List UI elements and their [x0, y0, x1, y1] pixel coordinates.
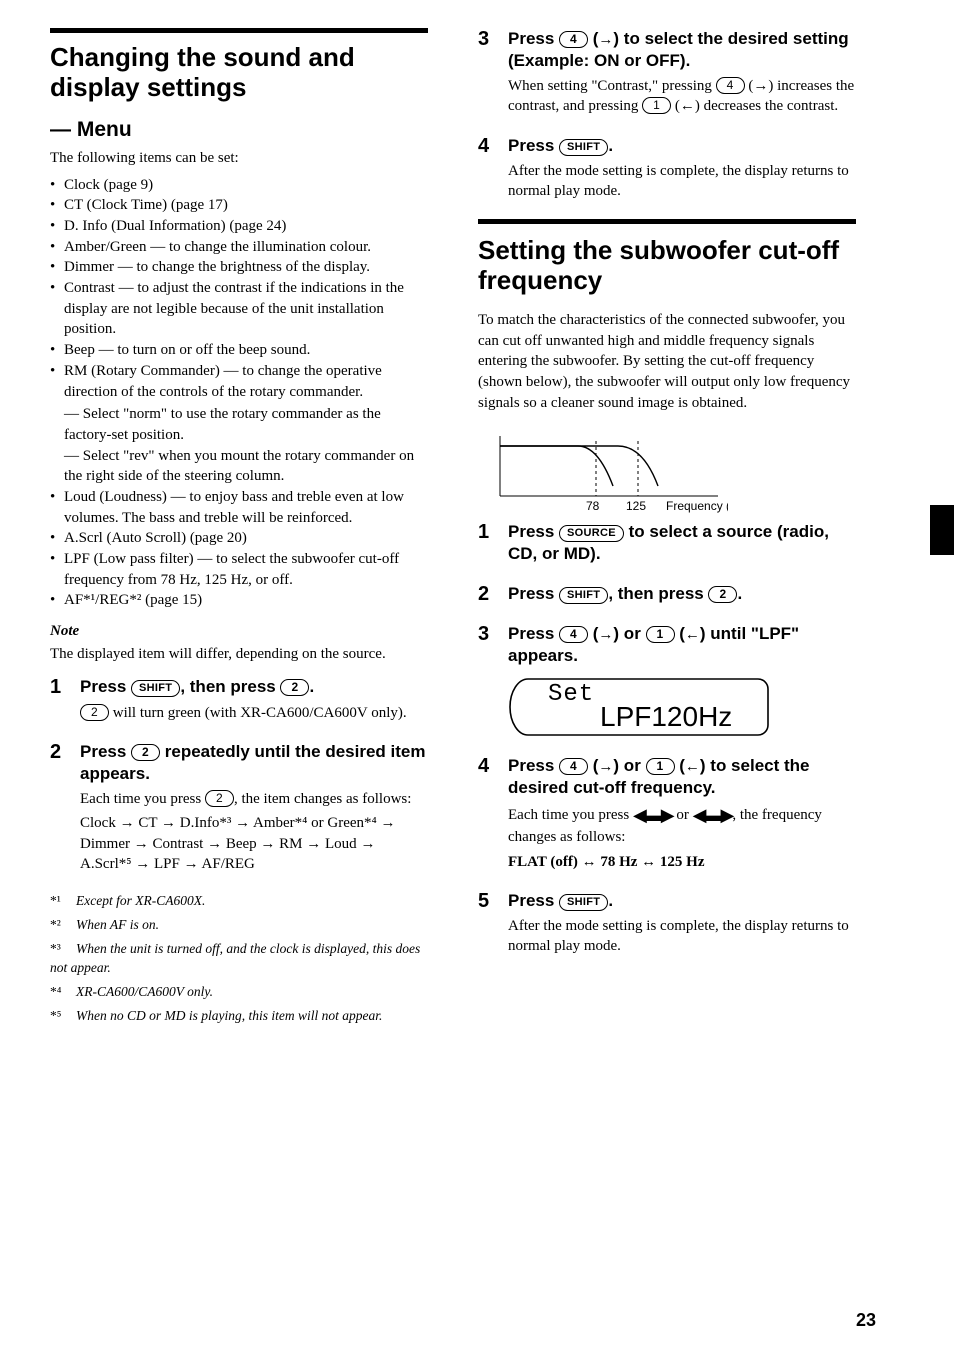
list-item: D. Info (Dual Information) (page 24) — [50, 216, 428, 237]
lpf-step-5: 5 Press SHIFT. After the mode setting is… — [478, 890, 856, 957]
heading-lpf: Setting the subwoofer cut-off frequency — [478, 236, 856, 296]
num-2-button-icon: 2 — [708, 586, 737, 603]
page-number: 23 — [856, 1310, 876, 1331]
list-item: A.Scrl (Auto Scroll) (page 20) — [50, 528, 428, 549]
lcd-display: Set LPF120Hz — [508, 677, 778, 737]
num-1-button-icon: 1 — [646, 758, 675, 775]
footnotes: *¹Except for XR-CA600X. *²When AF is on.… — [50, 892, 428, 1025]
step-sub: When setting "Contrast," pressing 4 (→) … — [508, 76, 856, 117]
step-number: 1 — [478, 521, 489, 544]
num-2-button-icon: 2 — [280, 679, 309, 696]
intro-lpf: To match the characteristics of the conn… — [478, 310, 856, 413]
list-item: Contrast — to adjust the contrast if the… — [50, 278, 428, 340]
note-text: The displayed item will differ, dependin… — [50, 644, 428, 665]
step-number: 2 — [50, 741, 61, 764]
step-sub: 2 will turn green (with XR-CA600/CA600V … — [80, 703, 428, 723]
list-item: Dimmer — to change the brightness of the… — [50, 257, 428, 278]
step-sub: After the mode setting is complete, the … — [508, 161, 856, 202]
step-sub: Each time you press 2, the item changes … — [80, 789, 428, 809]
left-column: Changing the sound and display settings … — [50, 28, 428, 1031]
step-1: 1 Press SHIFT, then press 2. 2 will turn… — [50, 676, 428, 722]
step-main: Press SHIFT. — [508, 890, 856, 912]
num-1-button-icon: 1 — [646, 626, 675, 643]
source-button-icon: SOURCE — [559, 525, 624, 542]
step-sub: Each time you press ◀▬▶ or ◀▬▶, the freq… — [508, 803, 856, 848]
lcd-set-label: Set — [548, 681, 594, 708]
shift-button-icon: SHIFT — [559, 587, 608, 604]
step-main: Press 2 repeatedly until the desired ite… — [80, 741, 428, 785]
heading-main: Changing the sound and display settings — [50, 43, 428, 103]
lpf-step-2: 2 Press SHIFT, then press 2. — [478, 583, 856, 605]
svg-text:Frequency (Hz): Frequency (Hz) — [666, 499, 728, 513]
list-item: Clock (page 9) — [50, 175, 428, 196]
num-4-button-icon: 4 — [559, 31, 588, 48]
step-number: 3 — [478, 623, 489, 646]
steps-right-cont: 3 Press 4 (→) to select the desired sett… — [478, 28, 856, 201]
list-item: Beep — to turn on or off the beep sound. — [50, 340, 428, 361]
shift-button-icon: SHIFT — [559, 139, 608, 156]
lpf-step-1: 1 Press SOURCE to select a source (radio… — [478, 521, 856, 565]
step-main: Press SHIFT, then press 2. — [508, 583, 856, 605]
step-main: Press 4 (→) to select the desired settin… — [508, 28, 856, 72]
shift-button-icon: SHIFT — [559, 894, 608, 911]
list-item: CT (Clock Time) (page 17) — [50, 195, 428, 216]
step-number: 2 — [478, 583, 489, 606]
lpf-step-3: 3 Press 4 (→) or 1 (←) until "LPF" appea… — [478, 623, 856, 737]
lcd-lpf-value: LPF120Hz — [600, 701, 732, 733]
num-4-button-icon: 4 — [559, 626, 588, 643]
section-rule — [50, 28, 428, 33]
step-main: Press SHIFT. — [508, 135, 856, 157]
step-sub: After the mode setting is complete, the … — [508, 916, 856, 957]
step-number: 1 — [50, 676, 61, 699]
settings-list: Clock (page 9) CT (Clock Time) (page 17)… — [50, 175, 428, 611]
step-main: Press 4 (→) or 1 (←) until "LPF" appears… — [508, 623, 856, 667]
list-item: LPF (Low pass filter) — to select the su… — [50, 549, 428, 590]
step-number: 4 — [478, 755, 489, 778]
step-2: 2 Press 2 repeatedly until the desired i… — [50, 741, 428, 874]
svg-text:78: 78 — [586, 499, 600, 513]
steps-left: 1 Press SHIFT, then press 2. 2 will turn… — [50, 676, 428, 874]
num-1-button-icon: 1 — [642, 97, 671, 114]
right-column: 3 Press 4 (→) to select the desired sett… — [478, 28, 856, 975]
num-2-button-icon: 2 — [80, 704, 109, 721]
flow-sequence: Clock → CT → D.Info*³ → Amber*⁴ or Green… — [80, 813, 428, 874]
list-item: Amber/Green — to change the illumination… — [50, 237, 428, 258]
list-item: Loud (Loudness) — to enjoy bass and treb… — [50, 487, 428, 528]
num-4-button-icon: 4 — [716, 77, 745, 94]
steps-lpf: 1 Press SOURCE to select a source (radio… — [478, 521, 856, 957]
note-label: Note — [50, 621, 428, 642]
step-main: Press SHIFT, then press 2. — [80, 676, 428, 698]
heading-sub: — Menu — [50, 117, 428, 142]
step-number: 5 — [478, 890, 489, 913]
svg-text:125: 125 — [626, 499, 646, 513]
shift-button-icon: SHIFT — [131, 680, 180, 697]
num-4-button-icon: 4 — [559, 758, 588, 775]
intro-text: The following items can be set: — [50, 148, 428, 169]
step-number: 4 — [478, 135, 489, 158]
step-number: 3 — [478, 28, 489, 51]
list-item: RM (Rotary Commander) — to change the op… — [50, 361, 428, 487]
num-2-button-icon: 2 — [131, 744, 160, 761]
step-4: 4 Press SHIFT. After the mode setting is… — [478, 135, 856, 202]
section-rule — [478, 219, 856, 224]
flow-sequence: FLAT (off) ↔ 78 Hz ↔ 125 Hz — [508, 852, 856, 872]
step-3: 3 Press 4 (→) to select the desired sett… — [478, 28, 856, 117]
list-item: AF*¹/REG*² (page 15) — [50, 590, 428, 611]
lpf-step-4: 4 Press 4 (→) or 1 (←) to select the des… — [478, 755, 856, 872]
side-tab — [930, 505, 954, 555]
num-2-button-icon: 2 — [205, 790, 234, 807]
step-main: Press 4 (→) or 1 (←) to select the desir… — [508, 755, 856, 799]
step-main: Press SOURCE to select a source (radio, … — [508, 521, 856, 565]
cutoff-graph: 78 125 Frequency (Hz) — [478, 426, 728, 516]
